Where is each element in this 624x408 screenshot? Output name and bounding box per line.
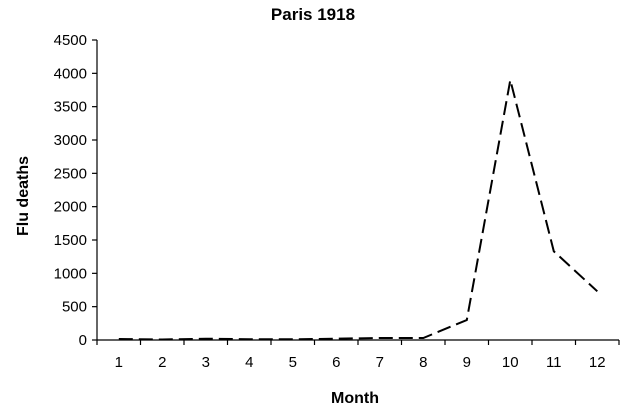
- x-tick-label: 1: [115, 354, 123, 371]
- x-tick-label: 8: [419, 354, 427, 371]
- x-tick-label: 4: [245, 354, 253, 371]
- x-tick-label: 5: [289, 354, 297, 371]
- x-axis-title: Month: [331, 390, 379, 407]
- x-tick-label: 7: [376, 354, 384, 371]
- y-tick-label: 3500: [54, 99, 87, 116]
- series-line-0: [118, 79, 598, 341]
- chart-title: Paris 1918: [271, 5, 355, 24]
- x-tick-label: 3: [202, 354, 210, 371]
- axes: [92, 39, 620, 345]
- y-tick-label: 1000: [54, 265, 87, 282]
- x-tick-label: 9: [463, 354, 471, 371]
- y-tick-label: 4000: [54, 65, 87, 82]
- x-tick-label: 2: [158, 354, 166, 371]
- x-tick-label: 10: [502, 354, 519, 371]
- y-tick-label: 4500: [54, 32, 87, 49]
- x-tick-label: 12: [589, 354, 606, 371]
- y-axis-title: Flu deaths: [15, 156, 32, 236]
- x-tick-label: 11: [546, 354, 562, 371]
- series-group: [118, 79, 598, 341]
- y-tick-label: 500: [62, 299, 87, 316]
- x-tick-label: 6: [332, 354, 340, 371]
- y-tick-label: 2000: [54, 199, 87, 216]
- y-tick-label: 2500: [54, 165, 87, 182]
- y-tick-label: 1500: [54, 232, 87, 249]
- y-tick-label: 3000: [54, 132, 87, 149]
- y-tick-label: 0: [79, 332, 87, 349]
